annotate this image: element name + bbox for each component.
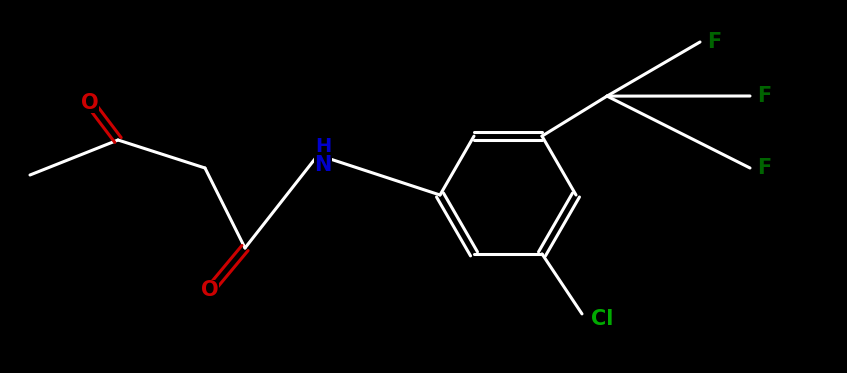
Text: F: F: [757, 86, 771, 106]
Text: N: N: [314, 155, 332, 175]
Text: Cl: Cl: [591, 309, 613, 329]
Text: F: F: [757, 158, 771, 178]
Text: O: O: [202, 280, 219, 300]
Text: O: O: [81, 93, 99, 113]
Text: H: H: [315, 138, 331, 157]
Text: F: F: [707, 32, 721, 52]
